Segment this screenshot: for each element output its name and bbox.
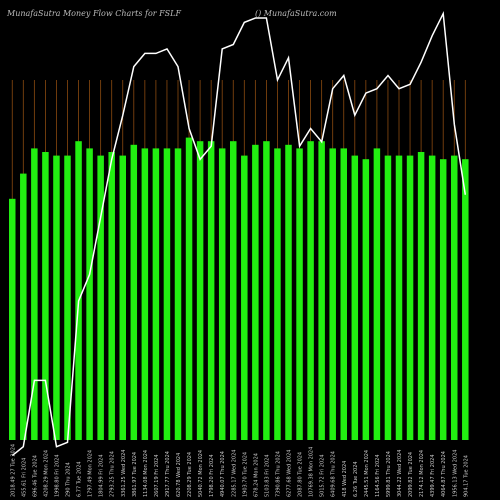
x-tick-label: 6.26 Tue 2024 (353, 461, 359, 497)
x-tick-label: 1903.70 Tue 2024 (242, 452, 248, 497)
money-flow-bar (428, 155, 436, 440)
money-flow-bar (64, 155, 71, 440)
x-tick-label: 3861.97 Tue 2024 (132, 452, 138, 497)
money-flow-bar (406, 155, 414, 440)
x-tick-label: 2917.77 Thu 2024 (165, 451, 171, 497)
x-tick-label: 4940.07 Thu 2024 (220, 451, 226, 497)
money-flow-bar (451, 155, 458, 440)
money-flow-bar (230, 141, 237, 440)
x-tick-label: 1798.20 Fri 2024 (209, 454, 215, 497)
x-tick-label: 2174.12 Mon 2024 (419, 450, 425, 497)
x-tick-label: 4399.47 Fri 2024 (430, 454, 436, 497)
money-flow-bar (384, 155, 392, 440)
x-tick-label: 2099.82 Tue 2024 (408, 452, 414, 497)
x-tick-label: 1164.56 Fri 2024 (375, 454, 381, 497)
money-flow-bar (119, 155, 126, 440)
money-flow-bar (329, 148, 336, 440)
money-flow-line (11, 10, 467, 457)
money-flow-bar (362, 159, 370, 440)
money-flow-bar (218, 148, 226, 440)
x-tick-labels: 2018.49 27 Tue 2024 455.61 Fri 2024 696.46… (10, 444, 469, 497)
money-flow-bar (318, 141, 325, 440)
money-flow-bar (141, 148, 149, 440)
x-tick-label: 1998.80 Fri 2024 (54, 454, 60, 497)
x-tick-label: 2607.19 Fri 2024 (154, 454, 160, 497)
money-flow-bar (263, 141, 270, 440)
x-tick-label: 290 Thu 2024 (66, 462, 72, 497)
money-flow-bar (462, 159, 469, 440)
x-tick-label: 2285.17 Wed 2024 (231, 450, 237, 497)
money-flow-bar (174, 148, 182, 440)
x-tick-label: 4064.87 Thu 2024 (441, 451, 447, 497)
money-flow-bar (53, 155, 60, 440)
money-flow-bars (9, 137, 469, 441)
money-flow-bar (9, 198, 16, 440)
money-flow-bar (163, 148, 171, 440)
x-tick-label: 5999.81 Thu 2024 (386, 451, 392, 497)
money-flow-bar (20, 173, 27, 440)
x-tick-label: 1797.49 Mon 2024 (88, 450, 94, 497)
x-tick-label: 455.61 Fri 2024 (21, 458, 27, 497)
money-flow-bar (185, 137, 193, 440)
x-tick-label: 1804.99 Fri 2024 (99, 454, 105, 497)
money-flow-bar (42, 152, 49, 440)
x-tick-label: 2445.51 Mon 2024 (364, 450, 370, 497)
x-tick-label: 5103.83 Fri 2024 (264, 454, 270, 497)
money-flow-bar (340, 148, 347, 440)
x-tick-label: 678.24 Mon 2024 (253, 453, 259, 497)
money-flow-bar (439, 159, 447, 440)
money-flow-bar (274, 148, 281, 440)
x-tick-label: 904.17 Tue 2024 (463, 455, 469, 497)
money-flow-bar (373, 148, 381, 440)
money-flow-bar (307, 141, 314, 440)
x-tick-label: 5040.72 Mon 2024 (198, 450, 204, 497)
x-tick-label: 2793.25 Thu 2024 (110, 451, 116, 497)
x-tick-label: 7390.86 Thu 2024 (275, 451, 281, 497)
money-flow-bar (296, 148, 303, 440)
x-tick-label: 1956.13 Wed 2024 (452, 450, 458, 497)
x-tick-label: 418 Wed 2024 (342, 461, 348, 497)
chart-title: MunafaSutra Money Flow Charts for FSLF (7, 9, 182, 18)
money-flow-bar (152, 148, 160, 440)
money-flow-bar (285, 144, 292, 441)
money-flow-bar (31, 148, 38, 440)
x-tick-label: 3361.25 Wed 2024 (121, 450, 127, 497)
x-tick-label: 4208.29 Mon 2024 (43, 450, 49, 497)
money-flow-bar (351, 155, 359, 440)
credit-text: () MunafaSutra.com (255, 9, 337, 18)
x-tick-label: 620.78 Wed 2024 (176, 453, 182, 497)
money-flow-line-path (11, 10, 467, 457)
money-flow-bar (130, 144, 138, 441)
money-flow-bar (108, 152, 115, 440)
x-tick-label: 1134.08 Mon 2024 (143, 450, 149, 497)
money-flow-bar (417, 152, 425, 440)
x-tick-label: 6.77 Tue 2024 (77, 461, 83, 497)
x-tick-label: 6409.68 Thu 2024 (331, 451, 337, 497)
money-flow-bar (252, 144, 259, 441)
money-flow-bar (241, 155, 248, 440)
money-flow-bar (196, 141, 204, 440)
money-flow-bar (395, 155, 403, 440)
x-tick-label: 696.46 Tue 2024 (32, 455, 38, 497)
x-tick-label: 3044.22 Wed 2024 (397, 450, 403, 497)
x-tick-label: 5015.72 Fri 2024 (320, 454, 326, 497)
x-tick-label: 10769.38 Mon 2024 (309, 447, 315, 497)
money-flow-bar (207, 141, 215, 440)
x-tick-label: 2018.49 27 Tue 2024 (10, 444, 16, 497)
x-tick-label: 6277.68 Wed 2024 (287, 450, 293, 497)
x-tick-label: 2087.80 Tue 2024 (298, 452, 304, 497)
money-flow-bar (97, 155, 104, 440)
money-flow-bar (75, 141, 82, 440)
x-tick-label: 2208.29 Tue 2024 (187, 452, 193, 497)
money-flow-bar (86, 148, 93, 440)
